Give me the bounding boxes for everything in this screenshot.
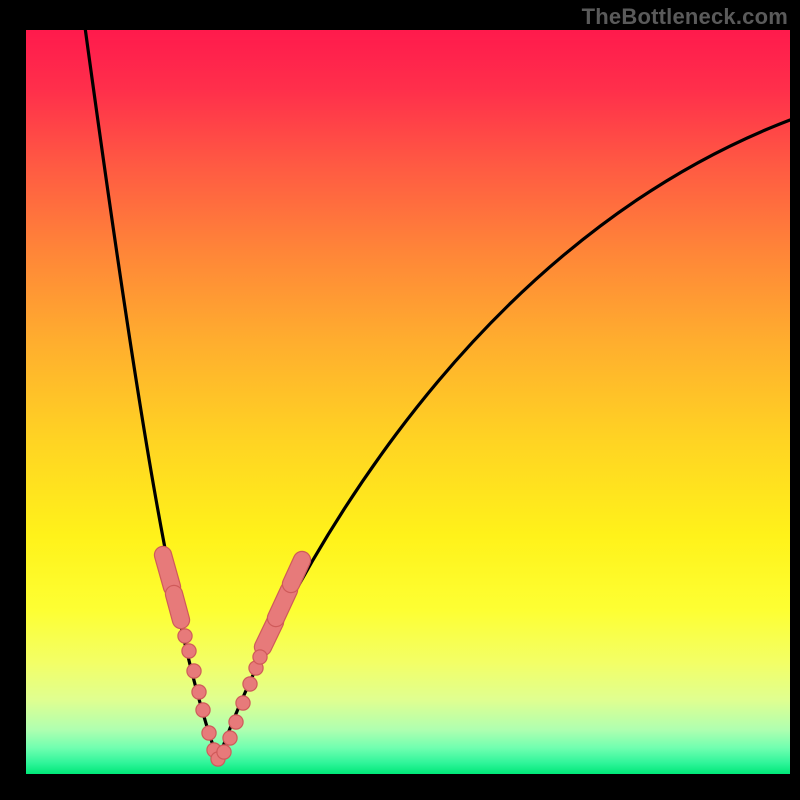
marker-dot: [193, 686, 206, 699]
marker-dot: [237, 697, 250, 710]
bottleneck-chart: [0, 0, 800, 800]
marker-dot: [244, 678, 257, 691]
marker-dot: [224, 732, 237, 745]
marker-dot: [218, 746, 231, 759]
marker-dot: [183, 645, 196, 658]
marker-pill: [174, 594, 181, 620]
chart-container: TheBottleneck.com: [0, 0, 800, 800]
marker-dot: [254, 651, 267, 664]
marker-pill: [163, 555, 172, 587]
marker-dot: [203, 727, 216, 740]
marker-dot: [197, 704, 210, 717]
watermark-text: TheBottleneck.com: [582, 4, 788, 30]
marker-pill: [291, 560, 302, 584]
marker-dot: [179, 630, 192, 643]
marker-dot: [188, 665, 201, 678]
marker-dot: [230, 716, 243, 729]
